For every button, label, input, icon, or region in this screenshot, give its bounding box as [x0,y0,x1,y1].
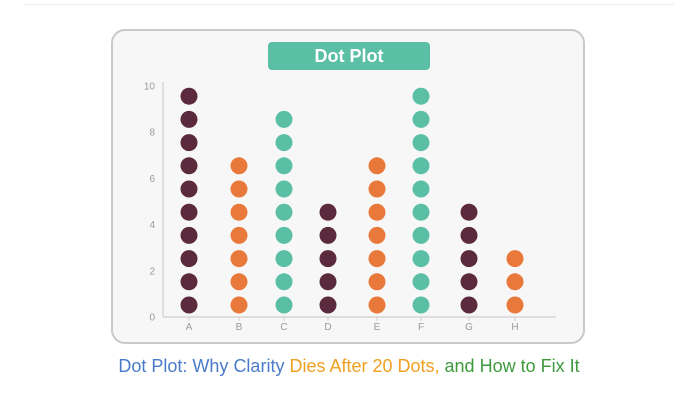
dot-C-8 [275,134,293,152]
dot-B-2 [230,273,248,291]
dot-C-4 [275,226,293,244]
dot-D-4 [319,226,337,244]
caption-part-3: and How to Fix It [439,356,580,376]
y-tick-label-10: 10 [144,82,156,93]
dot-F-10 [412,87,430,105]
dot-E-2 [368,273,386,291]
dot-G-5 [460,203,478,221]
dot-B-4 [230,226,248,244]
dot-A-5 [180,203,198,221]
caption-part-1: Dot Plot: Why Clarity [118,356,290,376]
x-tick-label-F: F [418,322,424,333]
y-tick-label-4: 4 [149,220,155,231]
dot-B-3 [230,250,248,268]
dot-A-8 [180,134,198,152]
dot-C-7 [275,157,293,175]
dot-F-9 [412,110,430,128]
dot-F-1 [412,296,430,314]
dot-E-6 [368,180,386,198]
x-tick-label-H: H [511,322,518,333]
dot-A-3 [180,250,198,268]
dot-D-5 [319,203,337,221]
dot-A-4 [180,226,198,244]
dot-H-2 [506,273,524,291]
x-tick-label-G: G [465,322,473,333]
dot-G-4 [460,226,478,244]
dot-H-1 [506,296,524,314]
dot-F-6 [412,180,430,198]
dot-G-1 [460,296,478,314]
x-tick-label-C: C [280,322,287,333]
y-tick-label-6: 6 [149,174,155,185]
top-divider [24,4,674,5]
dot-B-6 [230,180,248,198]
x-tick-label-E: E [374,322,381,333]
dot-F-5 [412,203,430,221]
dot-C-5 [275,203,293,221]
dot-E-4 [368,226,386,244]
dot-F-7 [412,157,430,175]
dot-A-2 [180,273,198,291]
y-tick-label-8: 8 [149,128,155,139]
dot-C-2 [275,273,293,291]
x-tick-label-A: A [186,322,193,333]
dot-E-7 [368,157,386,175]
dot-C-6 [275,180,293,198]
dot-A-7 [180,157,198,175]
dot-D-1 [319,296,337,314]
dot-E-3 [368,250,386,268]
dot-A-6 [180,180,198,198]
dot-A-9 [180,110,198,128]
dot-E-1 [368,296,386,314]
chart-title: Dot Plot [268,42,430,70]
dot-F-4 [412,226,430,244]
x-tick-label-B: B [236,322,243,333]
dot-F-3 [412,250,430,268]
x-tick-label-D: D [324,322,331,333]
dot-B-7 [230,157,248,175]
dot-F-2 [412,273,430,291]
dot-C-1 [275,296,293,314]
dot-F-8 [412,134,430,152]
y-tick-label-0: 0 [149,313,155,324]
dot-A-1 [180,296,198,314]
dot-D-2 [319,273,337,291]
dot-B-5 [230,203,248,221]
caption: Dot Plot: Why Clarity Dies After 20 Dots… [0,356,698,377]
dot-B-1 [230,296,248,314]
dot-C-9 [275,110,293,128]
dot-C-3 [275,250,293,268]
dot-H-3 [506,250,524,268]
dot-E-5 [368,203,386,221]
caption-part-2: Dies After 20 Dots, [289,356,440,376]
dot-A-10 [180,87,198,105]
dot-D-3 [319,250,337,268]
dot-G-2 [460,273,478,291]
y-tick-label-2: 2 [149,266,155,277]
dot-G-3 [460,250,478,268]
